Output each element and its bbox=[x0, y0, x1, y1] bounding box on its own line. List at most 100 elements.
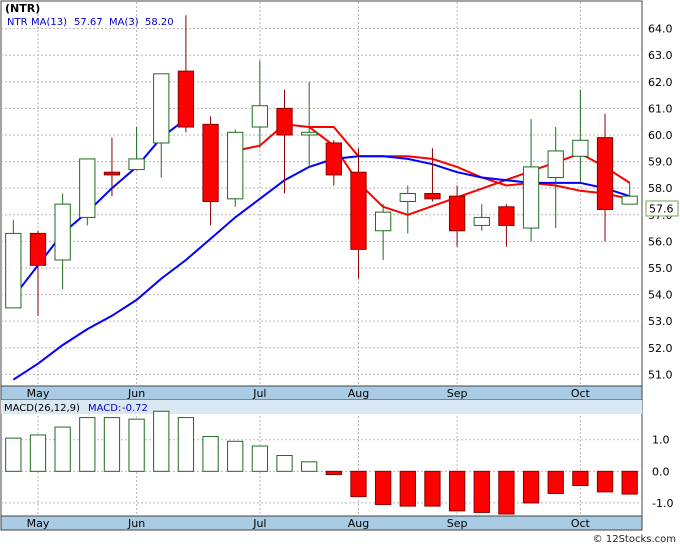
legend-ma3-label: MA(3) bbox=[109, 17, 139, 28]
candle-up bbox=[374, 204, 392, 260]
macd-bars-layer bbox=[5, 410, 638, 515]
macd-bar bbox=[448, 470, 466, 512]
month-strip-top bbox=[0, 385, 643, 401]
candle-up bbox=[399, 185, 416, 234]
macd-bar bbox=[547, 470, 564, 494]
month-label: Jul bbox=[252, 517, 266, 530]
candles-layer bbox=[5, 15, 638, 316]
macd-bar bbox=[227, 440, 244, 472]
macd-bar bbox=[177, 417, 195, 472]
price-y-tick-label: 54.0 bbox=[648, 289, 673, 302]
month-label: Oct bbox=[571, 517, 591, 530]
macd-panel-frame bbox=[0, 399, 643, 531]
price-y-tick-label: 64.0 bbox=[648, 23, 673, 36]
candle-body bbox=[350, 171, 367, 250]
candle-body bbox=[399, 193, 416, 202]
candle-body bbox=[128, 158, 145, 171]
candle-body bbox=[473, 216, 490, 226]
macd-legend-value-label: MACD: bbox=[88, 403, 121, 414]
macd-bar bbox=[251, 445, 269, 472]
candle-up bbox=[5, 220, 22, 309]
month-label: Aug bbox=[348, 387, 369, 400]
macd-bar bbox=[522, 470, 540, 504]
macd-bar bbox=[29, 434, 47, 472]
candle-up bbox=[54, 193, 71, 290]
candle-up bbox=[128, 127, 145, 171]
price-y-tick-label: 53.0 bbox=[648, 315, 673, 328]
price-y-tick-label: 58.0 bbox=[648, 182, 673, 195]
candle-down bbox=[29, 230, 47, 316]
macd-legend-value: -0.72 bbox=[122, 403, 148, 414]
price-y-ticks: 51.052.053.054.055.056.057.058.059.060.0… bbox=[648, 23, 673, 382]
candle-up bbox=[621, 182, 638, 205]
candle-down bbox=[596, 113, 614, 242]
macd-y-tick-label: -1.0 bbox=[652, 497, 673, 510]
candle-body bbox=[177, 70, 195, 128]
macd-bar bbox=[621, 470, 638, 495]
month-label: Oct bbox=[571, 387, 591, 400]
legend-ma13-label: MA(13) bbox=[31, 17, 67, 28]
price-y-tick-label: 60.0 bbox=[648, 129, 673, 142]
last-price-marker: 57.6 bbox=[645, 200, 679, 217]
watermark: © 12Stocks.com bbox=[593, 534, 676, 545]
candle-body bbox=[448, 195, 466, 232]
month-label: Jun bbox=[127, 387, 145, 400]
month-label: Sep bbox=[447, 387, 468, 400]
macd-bar bbox=[128, 418, 145, 472]
price-y-tick-label: 52.0 bbox=[648, 342, 673, 355]
candle-up bbox=[153, 73, 170, 178]
candle-body bbox=[547, 150, 564, 179]
candle-body bbox=[153, 73, 170, 144]
macd-legend-label: MACD(26,12,9) bbox=[4, 403, 80, 414]
candle-body bbox=[202, 123, 219, 202]
month-labels-bottom: May Jun Jul Aug Sep Oct bbox=[27, 517, 591, 530]
legend-ma13-value: 57.67 bbox=[74, 17, 103, 28]
macd-bar bbox=[325, 470, 342, 475]
price-y-tick-label: 59.0 bbox=[648, 156, 673, 169]
candle-body bbox=[498, 206, 515, 226]
candle-body bbox=[227, 131, 244, 200]
month-label: May bbox=[27, 517, 50, 530]
candle-body bbox=[325, 142, 342, 176]
candle-body bbox=[621, 195, 638, 205]
macd-bar bbox=[572, 470, 589, 487]
macd-bar bbox=[103, 417, 121, 472]
macd-bar bbox=[276, 455, 293, 472]
macd-bar bbox=[301, 461, 318, 472]
macd-bar bbox=[498, 470, 515, 515]
macd-y-ticks: 1.0 0.0 -1.0 bbox=[652, 434, 673, 510]
month-labels-top: May Jun Jul Aug Sep Oct bbox=[27, 387, 591, 400]
candle-body bbox=[374, 211, 392, 232]
candle-body bbox=[276, 107, 293, 136]
macd-bar bbox=[79, 417, 96, 472]
macd-bar bbox=[596, 470, 614, 493]
candle-body bbox=[103, 171, 121, 176]
price-grid bbox=[1, 28, 642, 375]
month-label: Sep bbox=[447, 517, 468, 530]
macd-bar bbox=[473, 470, 490, 513]
price-y-tick-label: 56.0 bbox=[648, 235, 673, 248]
candle-body bbox=[54, 203, 71, 261]
candle-body bbox=[79, 158, 96, 218]
macd-bar bbox=[350, 470, 367, 498]
candle-up bbox=[251, 60, 269, 149]
macd-bar bbox=[399, 470, 416, 507]
candle-body bbox=[572, 139, 589, 157]
candle-down bbox=[177, 15, 195, 133]
macd-bar bbox=[374, 470, 392, 506]
month-strip-bottom bbox=[0, 515, 643, 531]
candle-up bbox=[473, 204, 490, 231]
candle-down bbox=[448, 185, 466, 247]
month-label: Jun bbox=[127, 517, 145, 530]
candle-down bbox=[498, 204, 515, 247]
candle-up bbox=[301, 81, 318, 167]
legend-ma3-value: 58.20 bbox=[145, 17, 174, 28]
legend-symbol: NTR bbox=[7, 17, 28, 28]
candle-down bbox=[202, 116, 219, 226]
candle-body bbox=[301, 131, 318, 136]
candle-body bbox=[596, 137, 614, 210]
month-label: May bbox=[27, 387, 50, 400]
macd-bar bbox=[54, 426, 71, 472]
month-label: Jul bbox=[252, 387, 266, 400]
